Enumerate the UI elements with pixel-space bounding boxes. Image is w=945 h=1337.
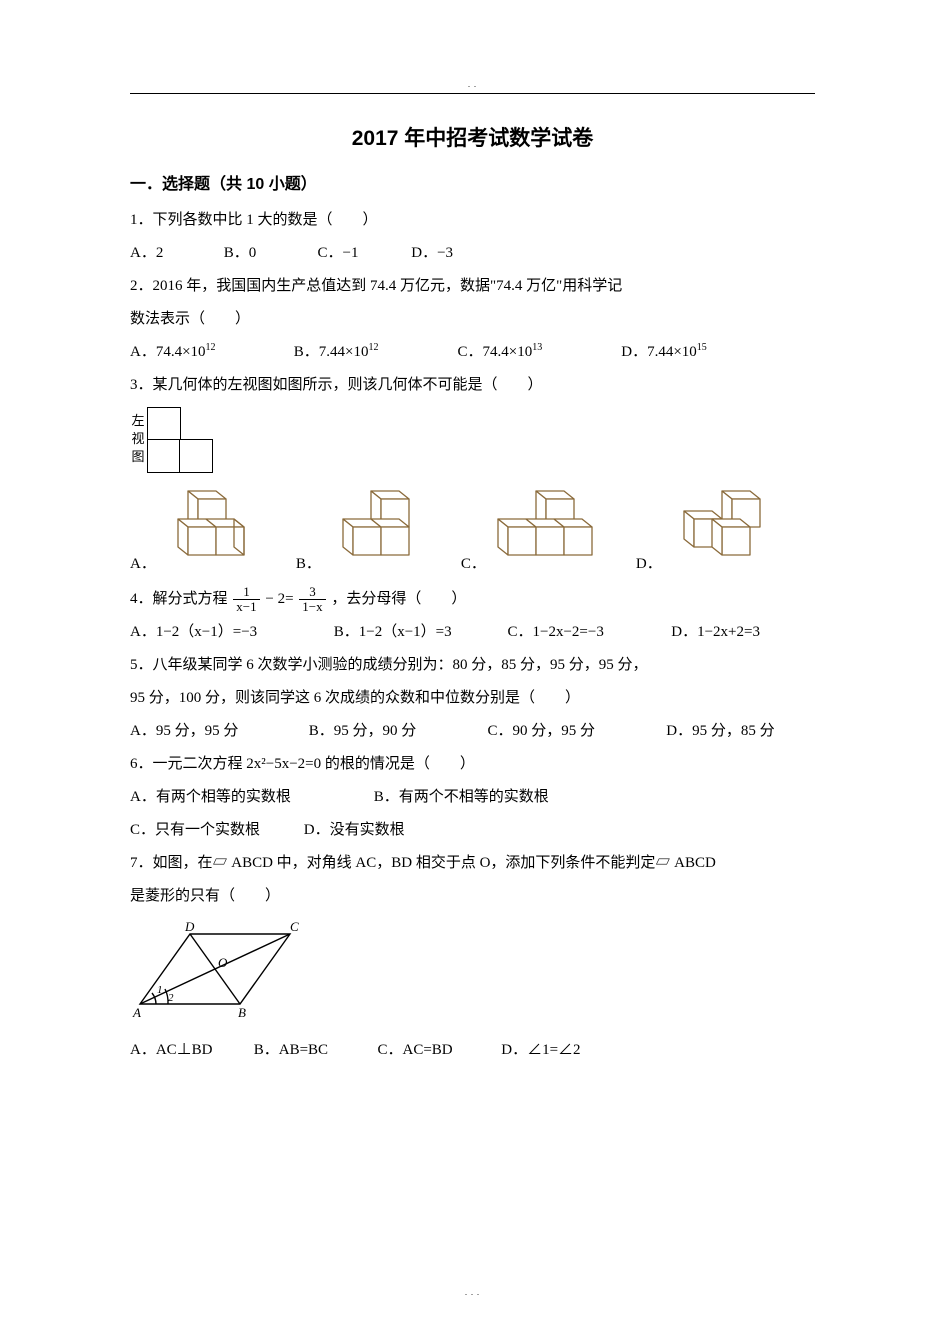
q7-options: A．AC⊥BD B．AB=BC C．AC=BD D．∠1=∠2 (130, 1034, 815, 1067)
q2-stem-b: 数法表示（ ） (130, 303, 815, 336)
q5-optA: A．95 分，95 分 (130, 715, 305, 748)
cube-icon-c (490, 487, 610, 573)
q3-optC: C． (461, 487, 610, 573)
q5-stem-a: 5．八年级某同学 6 次数学小测验的成绩分别为：80 分，85 分，95 分，9… (130, 649, 815, 682)
q4-optC: C．1−2x−2=−3 (508, 616, 668, 649)
q1-optB: B．0 (224, 237, 314, 270)
q1-optC: C．−1 (318, 237, 408, 270)
label-C: C (290, 919, 299, 934)
label-angle2: 2 (168, 992, 174, 1004)
q3-optD: D． (636, 487, 786, 573)
q2-optB: B．7.44×1012 (294, 336, 454, 369)
q5-options: A．95 分，95 分 B．95 分，90 分 C．90 分，95 分 D．95… (130, 715, 815, 748)
q6-optB: B．有两个不相等的实数根 (374, 781, 549, 814)
q5-stem-b: 95 分，100 分，则该同学这 6 次成绩的众数和中位数分别是（ ） (130, 682, 815, 715)
label-D: D (184, 919, 195, 934)
q4-optA: A．1−2（x−1）=−3 (130, 616, 330, 649)
q3-left-view-figure: 左 视 图 (130, 408, 815, 473)
cube-icon-d (666, 487, 786, 573)
q4-optB: B．1−2（x−1）=3 (334, 616, 504, 649)
left-view-label: 左 视 图 (130, 414, 146, 468)
q2-stem-a: 2．2016 年，我国国内生产总值达到 74.4 万亿元，数据"74.4 万亿"… (130, 270, 815, 303)
q5-optC: C．90 分，95 分 (488, 715, 663, 748)
left-view-grid (148, 408, 213, 473)
q7-optC: C．AC=BD (378, 1034, 498, 1067)
q3-stem: 3．某几何体的左视图如图所示，则该几何体不可能是（ ） (130, 369, 815, 402)
q3-optA: A． (130, 487, 270, 573)
q6-stem: 6．一元二次方程 2x²−5x−2=0 的根的情况是（ ） (130, 748, 815, 781)
q5-optD: D．95 分，85 分 (666, 715, 774, 748)
q7-optD: D．∠1=∠2 (501, 1034, 580, 1067)
section-heading: 一．选择题（共 10 小题） (130, 170, 815, 194)
q7-figure: A B C D O 1 2 (130, 919, 815, 1024)
q1-optA: A．2 (130, 237, 220, 270)
q6-optD: D．没有实数根 (304, 814, 405, 847)
header-dots: . . (130, 80, 815, 89)
cube-icon-b (325, 487, 435, 573)
q7-stem-a: 7．如图，在▱ ABCD 中，对角线 AC，BD 相交于点 O，添加下列条件不能… (130, 847, 815, 880)
q3-optB: B． (296, 487, 435, 573)
label-A: A (132, 1005, 141, 1019)
q4-stem: 4．解分式方程 1 x−1 − 2= 3 1−x ，去分母得（ ） (130, 583, 815, 616)
cube-icon-a (160, 487, 270, 573)
q7-optA: A．AC⊥BD (130, 1034, 250, 1067)
q4-optD: D．1−2x+2=3 (671, 616, 760, 649)
fraction-2: 3 1−x (299, 585, 325, 613)
label-angle1: 1 (157, 984, 163, 996)
q1-stem: 1．下列各数中比 1 大的数是（ ） (130, 204, 815, 237)
q4-options: A．1−2（x−1）=−3 B．1−2（x−1）=3 C．1−2x−2=−3 D… (130, 616, 815, 649)
q6-optC: C．只有一个实数根 (130, 814, 300, 847)
q5-optB: B．95 分，90 分 (309, 715, 484, 748)
q2-options: A．74.4×1012 B．7.44×1012 C．74.4×1013 D．7.… (130, 336, 815, 369)
page-title: 2017 年中招考试数学试卷 (130, 122, 815, 152)
fraction-1: 1 x−1 (233, 585, 259, 613)
top-rule (130, 93, 815, 94)
q3-options: A． B． (130, 487, 815, 573)
q6-optA: A．有两个相等的实数根 (130, 781, 370, 814)
q7-optB: B．AB=BC (254, 1034, 374, 1067)
q2-optD: D．7.44×1015 (621, 336, 707, 369)
q1-options: A．2 B．0 C．−1 D．−3 (130, 237, 815, 270)
label-O: O (218, 955, 228, 970)
q2-optC: C．74.4×1013 (458, 336, 618, 369)
q2-optA: A．74.4×1012 (130, 336, 290, 369)
q6-options-row1: A．有两个相等的实数根 B．有两个不相等的实数根 (130, 781, 815, 814)
q7-stem-b: 是菱形的只有（ ） (130, 880, 815, 913)
footer-dots: . . . (0, 1288, 945, 1297)
q6-options-row2: C．只有一个实数根 D．没有实数根 (130, 814, 815, 847)
label-B: B (238, 1005, 246, 1019)
q1-optD: D．−3 (411, 237, 453, 270)
